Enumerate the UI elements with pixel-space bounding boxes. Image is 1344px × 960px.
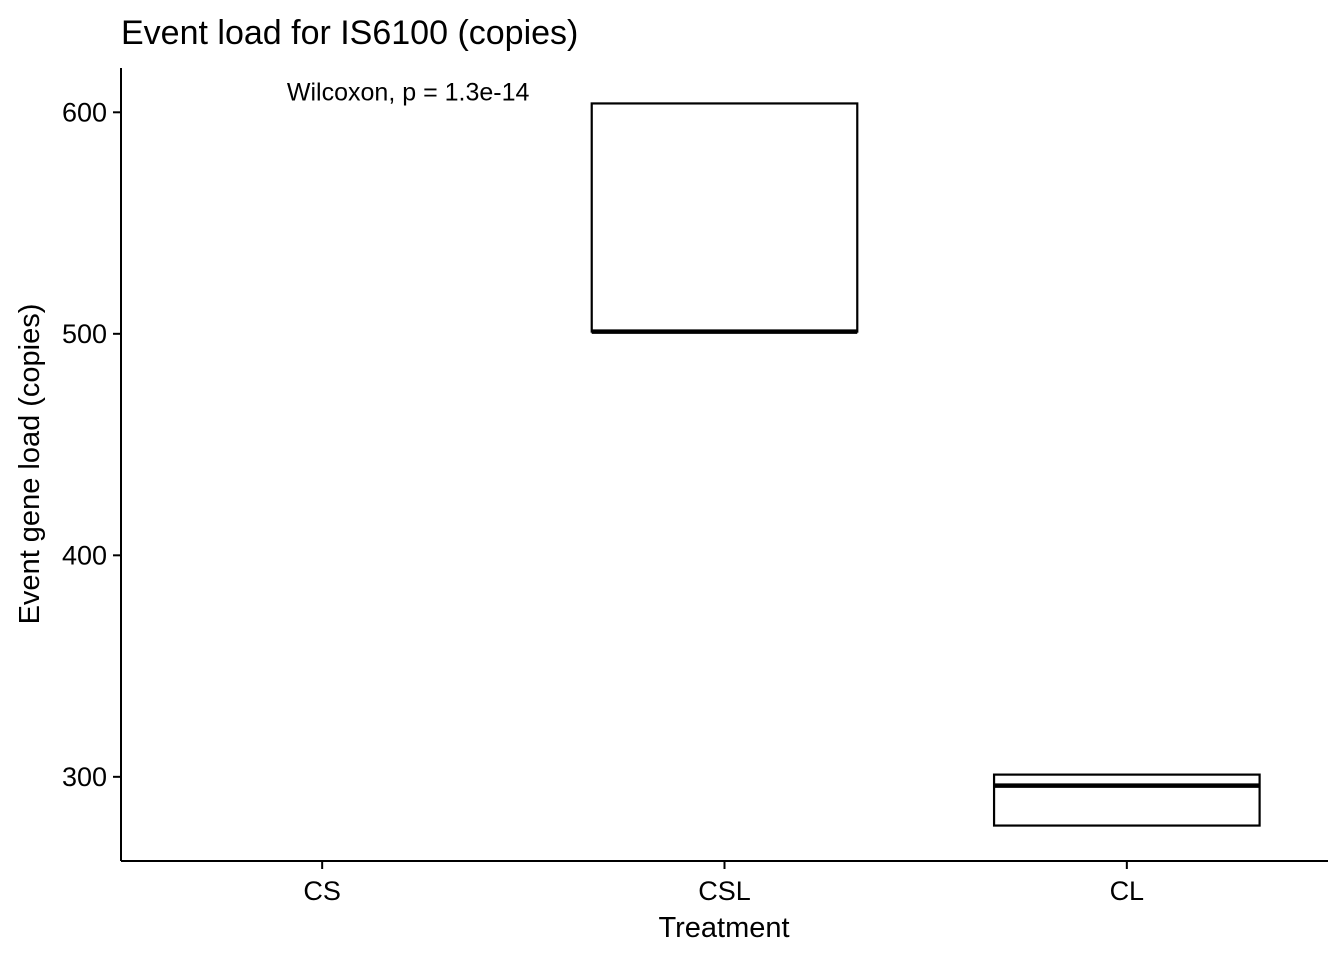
x-tick-label-cl: CL bbox=[1110, 876, 1145, 906]
plot-area: 300 400 500 600 CS CSL CL Wilcoxon, p = 1.3e-… bbox=[62, 68, 1328, 906]
box-csl bbox=[590, 102, 859, 334]
box-body bbox=[590, 102, 859, 333]
y-tick-label: 400 bbox=[62, 540, 107, 570]
y-tick-label: 300 bbox=[62, 762, 107, 792]
y-axis-title: Event gene load (copies) bbox=[14, 304, 46, 625]
chart-title: Event load for IS6100 (copies) bbox=[121, 14, 578, 52]
x-tick-label-cs: CS bbox=[303, 876, 341, 906]
y-axis-ticks: 300 400 500 600 bbox=[62, 97, 121, 792]
y-tick-label: 600 bbox=[62, 97, 107, 127]
x-tick-label-csl: CSL bbox=[698, 876, 751, 906]
x-axis-title: Treatment bbox=[658, 912, 789, 944]
y-tick-label: 500 bbox=[62, 319, 107, 349]
box-body bbox=[992, 773, 1261, 827]
wilcoxon-annotation: Wilcoxon, p = 1.3e-14 bbox=[287, 78, 530, 106]
x-axis-ticks: CS CSL CL bbox=[303, 861, 1144, 906]
box-series bbox=[590, 102, 1261, 827]
box-cl bbox=[992, 773, 1261, 827]
